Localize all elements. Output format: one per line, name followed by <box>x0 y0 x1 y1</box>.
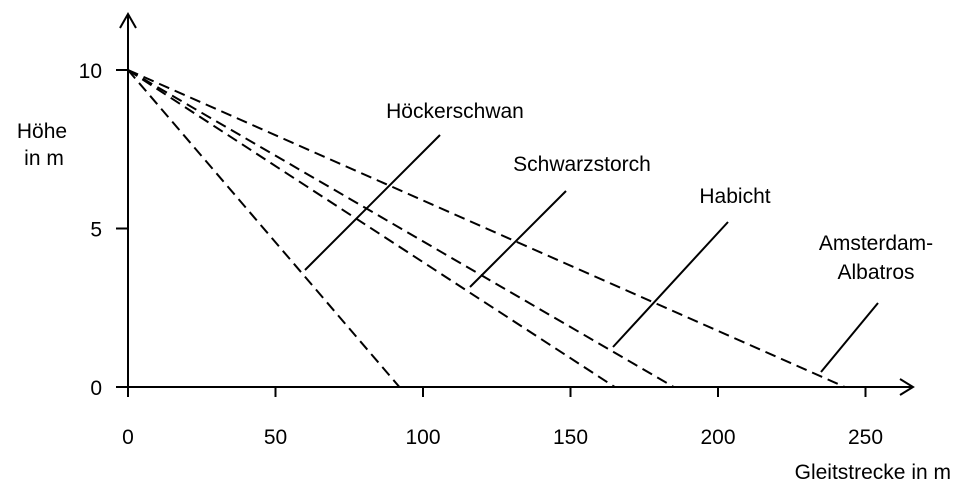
x-tick-label: 50 <box>264 426 287 449</box>
ticks: 0 50 100 150 200 250 0 5 10 <box>79 60 883 449</box>
series-label-0: Höckerschwan <box>386 100 524 123</box>
series-labels: Höckerschwan Schwarzstorch Habicht Amsterda… <box>304 100 933 373</box>
series-line-2 <box>127 69 675 388</box>
series-line-0 <box>127 69 401 388</box>
series-label-2: Habicht <box>699 185 770 208</box>
series-leader-1 <box>469 190 567 288</box>
series-label-3: Amsterdam- <box>819 232 933 255</box>
x-tick-label: 0 <box>122 426 134 449</box>
x-tick-label: 100 <box>405 426 440 449</box>
x-axis-title: Gleitstrecke in m <box>795 461 951 484</box>
x-tick-label: 200 <box>700 426 735 449</box>
series-leader-3 <box>820 302 879 373</box>
series-leader-0 <box>304 134 441 271</box>
y-tick-label: 5 <box>90 219 102 242</box>
y-axis-title-line-1: Höhe <box>17 120 67 143</box>
x-axis-arrow <box>899 378 915 396</box>
series-lines <box>127 69 846 388</box>
series-label-1: Schwarzstorch <box>513 153 651 176</box>
y-axis-title-line-2: in m <box>24 147 64 170</box>
y-tick-label: 0 <box>90 377 102 400</box>
series-line-3 <box>127 69 846 388</box>
x-tick-label: 250 <box>848 426 883 449</box>
series-line-1 <box>127 69 616 388</box>
series-leader-2 <box>612 221 729 348</box>
series-label-3: Albatros <box>837 261 914 284</box>
y-tick-label: 10 <box>79 60 102 83</box>
y-axis-arrow <box>119 11 137 29</box>
axes <box>119 11 915 396</box>
x-tick-label: 150 <box>553 426 588 449</box>
